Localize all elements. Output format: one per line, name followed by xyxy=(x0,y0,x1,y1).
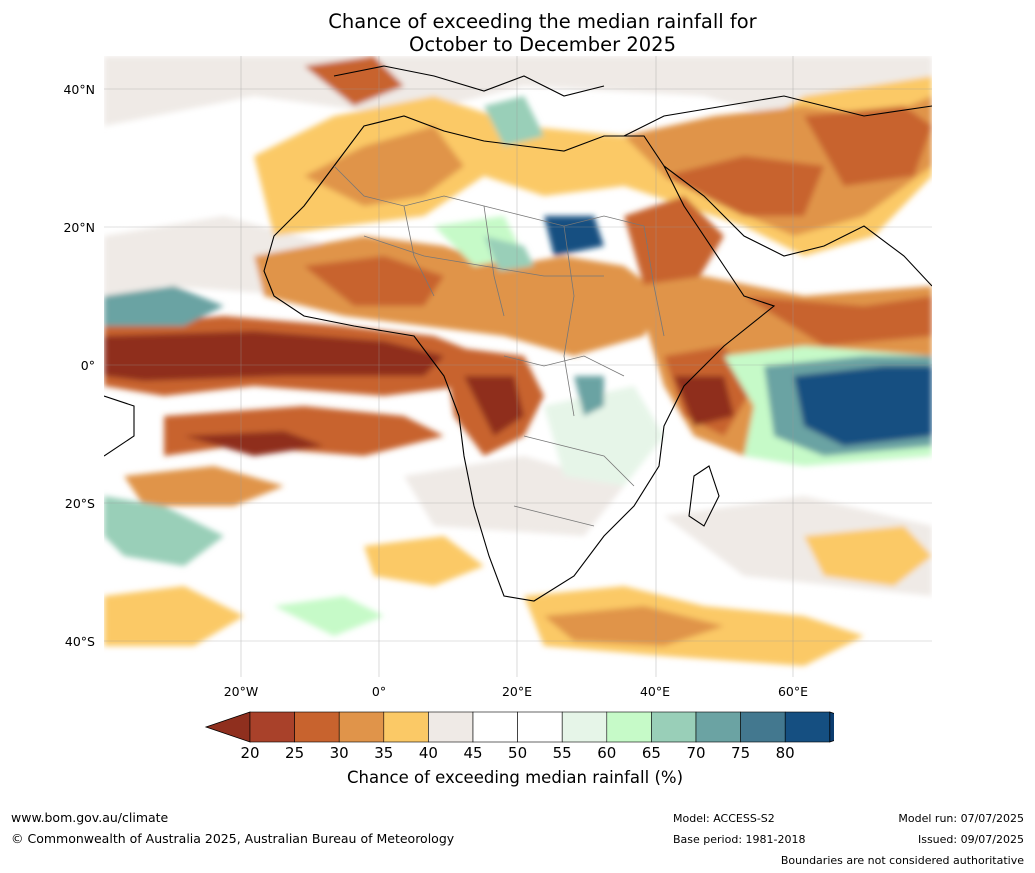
colorbar-segment xyxy=(383,711,429,743)
rainfall-field xyxy=(104,56,932,666)
lon-label-60e: 60°E xyxy=(777,684,809,699)
colorbar-segment xyxy=(695,711,741,743)
lat-label-40n: 40°N xyxy=(63,82,95,97)
colorbar-segment xyxy=(338,711,385,743)
copyright-text: © Commonwealth of Australia 2025, Austra… xyxy=(11,831,455,846)
lat-label-20s: 20°S xyxy=(64,496,95,511)
colorbar-segment xyxy=(517,711,563,743)
colorbar-tick-label: 55 xyxy=(552,744,572,762)
colorbar-tick-label: 50 xyxy=(508,744,528,762)
lon-label-40e: 40°E xyxy=(639,684,671,699)
colorbar-arrow-low xyxy=(204,711,251,743)
colorbar xyxy=(200,711,876,747)
colorbar-segment xyxy=(606,711,652,743)
issued-text: Issued: 09/07/2025 xyxy=(917,833,1024,846)
colorbar-segment xyxy=(784,711,831,743)
colorbar-tick-label: 30 xyxy=(329,744,349,762)
coastlines xyxy=(104,65,932,602)
colorbar-segment xyxy=(472,711,518,743)
colorbar-tick-label: 80 xyxy=(775,744,795,762)
colorbar-segment xyxy=(249,711,295,743)
colorbar-arrow-high xyxy=(829,711,876,743)
colorbar-segment xyxy=(294,711,340,743)
colorbar-segment xyxy=(428,711,474,743)
colorbar-segment xyxy=(561,711,608,743)
title-line-2: October to December 2025 xyxy=(409,33,676,56)
disclaimer-text: Boundaries are not considered authoritat… xyxy=(780,854,1024,867)
colorbar-tick-label: 75 xyxy=(731,744,751,762)
lon-label-20e: 20°E xyxy=(501,684,533,699)
lon-label-20w: 20°W xyxy=(223,684,259,699)
map-svg xyxy=(104,56,932,677)
website-text: www.bom.gov.au/climate xyxy=(11,810,169,825)
base-period-text: Base period: 1981-2018 xyxy=(673,833,806,846)
colorbar-segment xyxy=(651,711,697,743)
map-title: Chance of exceeding the median rainfall … xyxy=(0,10,1035,56)
colorbar-svg xyxy=(204,711,876,743)
country-borders xyxy=(333,165,665,527)
colorbar-label: Chance of exceeding median rainfall (%) xyxy=(346,768,684,787)
colorbar-tick-label: 40 xyxy=(418,744,438,762)
title-line-1: Chance of exceeding the median rainfall … xyxy=(328,10,757,33)
colorbar-tick-label: 25 xyxy=(285,744,305,762)
colorbar-tick-label: 60 xyxy=(597,744,617,762)
lon-label-0: 0° xyxy=(371,684,387,699)
lat-label-0: 0° xyxy=(80,358,95,373)
lat-label-20n: 20°N xyxy=(63,220,95,235)
rainfall-map xyxy=(104,56,932,677)
lat-label-40s: 40°S xyxy=(64,634,95,649)
colorbar-tick-label: 35 xyxy=(374,744,394,762)
colorbar-tick-label: 45 xyxy=(463,744,483,762)
colorbar-tick-label: 70 xyxy=(686,744,706,762)
graticule xyxy=(104,56,932,677)
colorbar-segment xyxy=(740,711,786,743)
model-run-text: Model run: 07/07/2025 xyxy=(898,812,1024,825)
colorbar-tick-label: 65 xyxy=(641,744,661,762)
colorbar-tick-label: 20 xyxy=(240,744,260,762)
model-text: Model: ACCESS-S2 xyxy=(673,812,775,825)
